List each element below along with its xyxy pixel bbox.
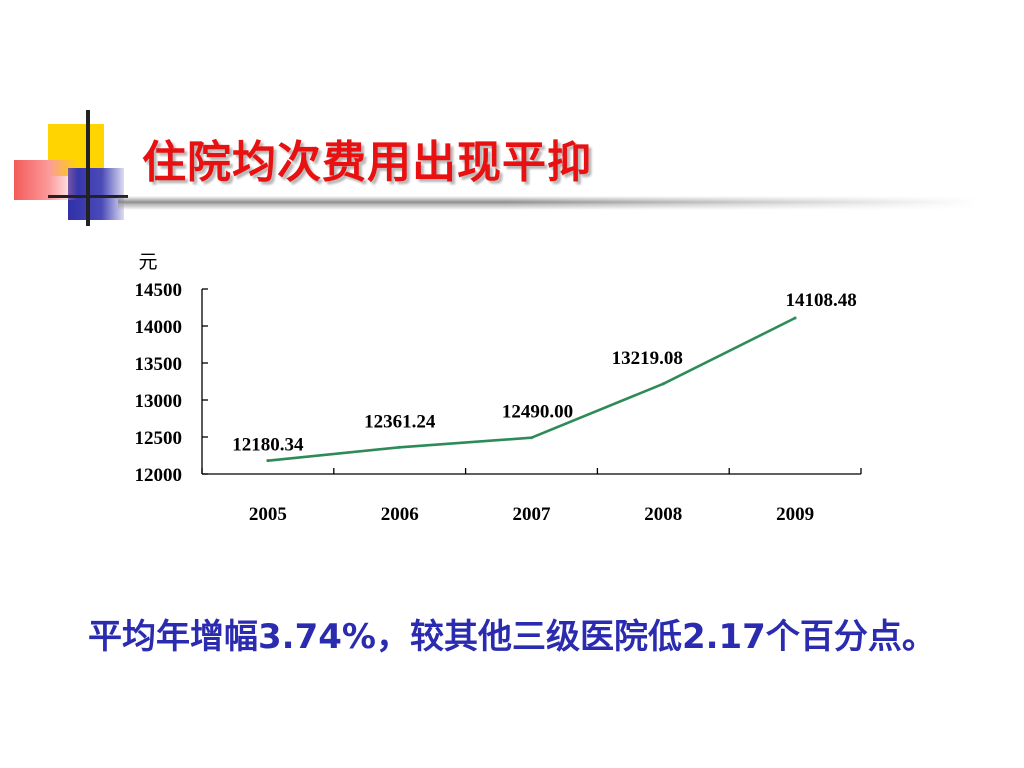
x-tick-label: 2006 <box>381 504 419 525</box>
data-point <box>793 316 797 320</box>
y-axis-unit-label: 元 <box>138 251 157 273</box>
series-line <box>267 316 796 462</box>
data-point <box>530 436 533 440</box>
line-chart: 12000 12500 13000 13500 14000 14500 元 2005 2006 2… <box>135 251 862 525</box>
decor-red-gradient-bar <box>14 160 78 200</box>
y-tick-label: 12000 <box>135 465 183 486</box>
summary-text: 平均年增幅3.74%，较其他三级医院低2.17个百分点。 <box>88 617 936 657</box>
decor-vertical-line <box>86 110 90 226</box>
y-tick-label: 13000 <box>135 391 183 412</box>
data-point <box>398 445 402 449</box>
y-tick-label: 14000 <box>135 317 183 338</box>
data-point <box>266 459 270 463</box>
data-label: 12180.34 <box>232 435 304 456</box>
data-point <box>661 382 665 386</box>
slide-title: 住院均次费用出现平抑 <box>142 137 592 188</box>
title-underline-fade <box>118 196 978 210</box>
data-label: 14108.48 <box>785 290 856 311</box>
data-label: 12361.24 <box>364 411 436 432</box>
y-tick-label: 12500 <box>135 428 183 449</box>
y-tick-label: 13500 <box>135 354 183 375</box>
chart-plot-area: 12000 12500 13000 13500 14000 14500 元 2005 2006 2… <box>135 251 862 525</box>
x-tick-label: 2005 <box>249 504 287 525</box>
x-tick-label: 2008 <box>644 504 682 525</box>
x-tick-label: 2007 <box>513 504 552 525</box>
data-label: 12490.00 <box>502 402 573 423</box>
data-label: 13219.08 <box>612 348 683 369</box>
x-tick-label: 2009 <box>776 504 814 525</box>
decor-horizontal-line <box>48 195 128 198</box>
y-tick-label: 14500 <box>135 280 183 301</box>
